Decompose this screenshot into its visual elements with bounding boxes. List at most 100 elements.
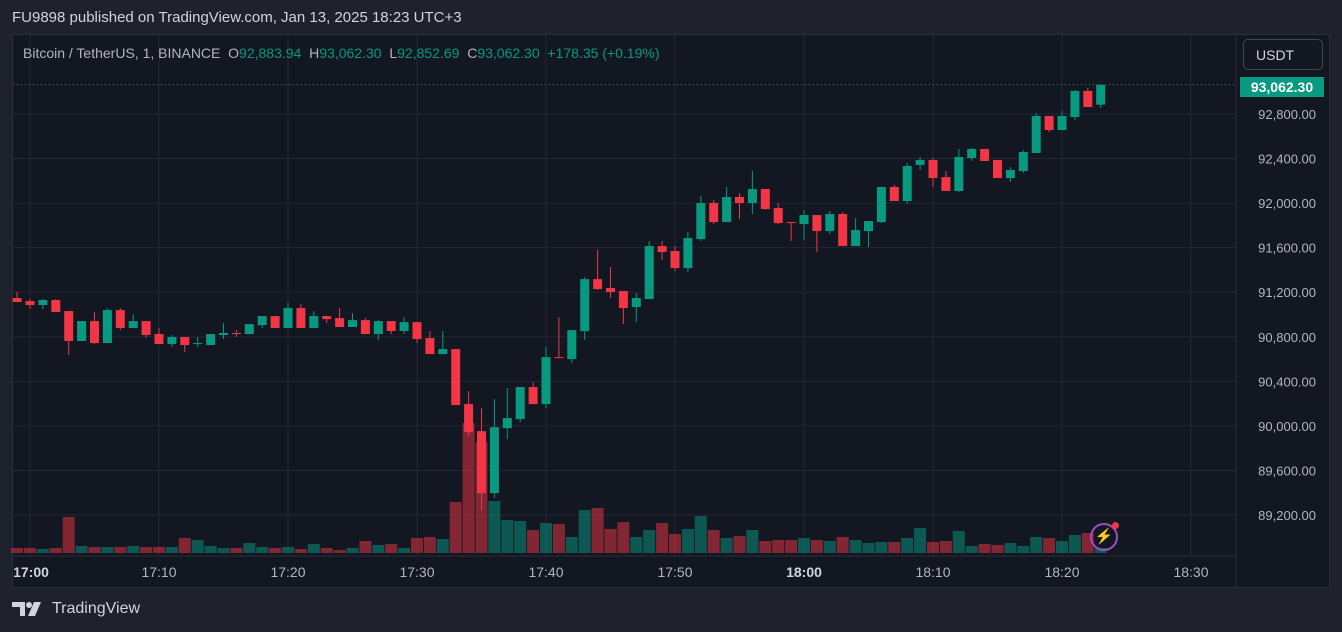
volume-bar [772,540,785,553]
volume-bar [823,541,836,553]
candle-body [773,208,783,224]
volume-bar [630,537,643,553]
volume-bar [88,547,101,553]
volume-bar [617,522,630,553]
candle-body [270,316,280,328]
volume-bar [591,508,604,553]
volume-bar [62,517,75,553]
volume-bar [11,548,24,553]
candle-body [812,215,822,232]
candle-body [360,320,370,335]
candle-body [193,343,203,345]
candle-body [980,148,990,162]
volume-bar [36,549,49,553]
candle-body [231,333,241,335]
candle-body [115,310,125,328]
volume-bar [565,537,578,553]
candle-body [1070,90,1080,118]
candle-body [580,279,590,332]
volume-bar [1030,537,1043,553]
volume-bar [836,537,849,553]
candle-body [683,238,693,269]
volume-bar [604,529,617,553]
volume-bar [243,543,256,553]
candle-body [967,148,977,159]
candle-body [567,330,577,360]
volume-bar [681,529,694,553]
chart-frame[interactable] [12,34,1330,588]
symbol-title[interactable]: Bitcoin / TetherUS, 1, BINANCE [23,45,221,61]
volume-bar [952,531,965,553]
volume-bar [901,538,914,553]
change-value: +178.35 (+0.19%) [547,45,660,61]
candle-body [90,321,99,344]
price-tick-label: 92,000.00 [1258,196,1316,211]
candle-body [799,215,809,225]
candle-body [825,214,835,232]
open-value: 92,883.94 [239,45,302,61]
price-tick-label: 89,200.00 [1258,508,1316,523]
price-tick-label: 90,800.00 [1258,330,1316,345]
volume-bar [127,546,140,553]
time-tick-label: 17:00 [13,564,49,580]
volume-bar [230,548,243,553]
currency-button[interactable]: USDT [1243,39,1323,70]
time-tick-label: 18:00 [786,564,822,580]
candle-body [244,324,254,335]
volume-bar [217,548,230,553]
price-tick-label: 92,400.00 [1258,152,1316,167]
candle-body [77,321,87,342]
time-tick-label: 18:10 [915,564,950,580]
candle-body [838,214,848,247]
high-value: 93,062.30 [319,45,382,61]
candle-body [128,321,138,328]
volume-bar [49,548,62,553]
volume-bar [165,547,178,553]
candle-body [102,310,112,344]
time-tick-label: 17:50 [657,564,692,580]
volume-bar [578,510,591,553]
volume-bar [527,530,540,553]
candle-body [528,387,538,405]
volume-bar [746,530,759,553]
tradingview-logo[interactable]: TradingView [12,600,140,618]
candle-body [296,308,306,328]
volume-bar [501,520,514,553]
volume-bar [488,501,501,553]
volume-bar [798,538,810,553]
candle-body [309,316,319,328]
candle-body [670,251,680,269]
volume-bar [114,547,127,553]
volume-bar [810,540,823,553]
candle-body [941,177,951,191]
volume-bar [423,537,436,553]
volume-bar [914,528,927,553]
volume-bar [256,547,269,553]
candle-body [1005,170,1015,179]
volume-bar [669,534,681,553]
volume-bar [643,530,656,553]
volume-bar [153,547,165,553]
volume-bar [294,549,307,553]
volume-bar [939,541,952,553]
brand-name: TradingView [52,600,141,617]
candle-body [502,418,512,429]
volume-bar [24,548,36,553]
volume-bar [849,540,862,553]
volume-bar [385,544,398,553]
volume-bar [707,530,720,553]
candle-body [915,160,925,166]
chart-legend: Bitcoin / TetherUS, 1, BINANCE O92,883.9… [23,45,660,61]
notification-dot [1112,522,1119,529]
time-tick-label: 17:10 [141,564,176,580]
volume-bar [720,538,733,553]
volume-bar [888,542,901,553]
time-tick-label: 18:30 [1173,564,1208,580]
price-tick-label: 90,000.00 [1258,419,1316,434]
price-tick-label: 91,600.00 [1258,241,1316,256]
open-label: O [228,45,240,61]
lightning-icon[interactable]: ⚡ [1090,522,1119,551]
volume-bar [875,542,888,553]
candle-body [747,188,757,204]
